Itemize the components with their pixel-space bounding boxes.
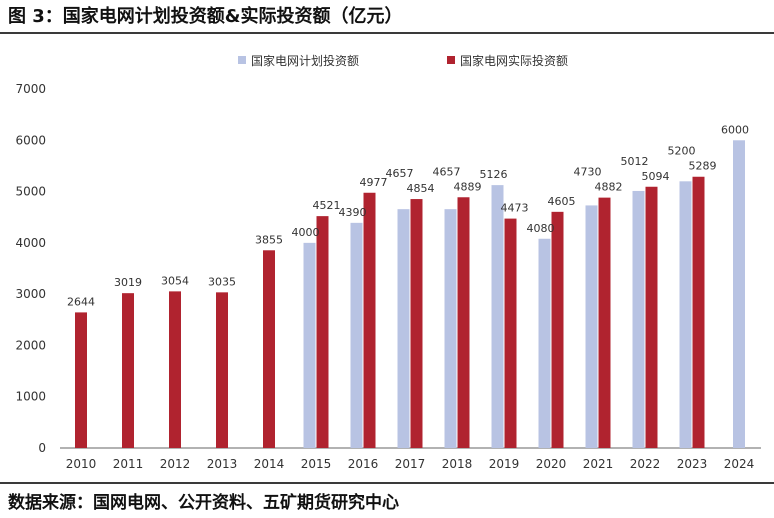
source-divider [0,482,774,484]
x-tick-label: 2024 [724,457,755,471]
bar-actual-2010 [75,312,87,448]
data-label-actual-2018: 4889 [454,180,482,193]
bar-planned-2023 [679,181,692,449]
bars-layer [75,140,745,449]
bar-actual-2015 [316,216,329,448]
x-tick-label: 2020 [536,457,567,471]
bar-planned-2024 [733,140,745,449]
y-tick-label: 4000 [15,236,46,250]
bar-actual-2020 [551,211,564,448]
x-tick-label: 2021 [583,457,614,471]
data-label-planned-2024: 6000 [721,123,749,136]
x-tick-label: 2011 [113,457,144,471]
data-label-actual-2021: 4882 [595,181,623,194]
bar-planned-2016 [350,222,363,448]
data-label-actual-2011: 3019 [114,276,142,289]
x-tick-label: 2015 [301,457,332,471]
data-label-planned-2018: 4657 [433,165,461,178]
legend: 国家电网计划投资额 国家电网实际投资额 [238,53,568,68]
y-tick-label: 2000 [15,338,46,352]
bar-actual-2014 [263,250,275,448]
legend-label-planned: 国家电网计划投资额 [251,53,359,68]
data-label-actual-2013: 3035 [208,275,236,288]
bar-planned-2021 [585,205,598,448]
data-label-planned-2021: 4730 [574,166,602,179]
bar-actual-2018 [457,197,470,448]
data-label-actual-2023: 5289 [689,160,717,173]
x-tick-label: 2017 [395,457,426,471]
y-tick-label: 6000 [15,133,46,147]
x-axis: 2010 2011 2012 2013 2014 2015 2016 2017 2018 2019… [60,447,761,471]
source-note: 数据来源：国网电网、公开资料、五矿期货研究中心 [8,493,399,513]
bar-actual-2012 [169,291,181,448]
bar-planned-2018 [444,209,457,448]
bar-planned-2019 [491,185,504,448]
data-label-actual-2020: 4605 [548,195,576,208]
data-label-planned-2022: 5012 [621,155,649,168]
data-label-planned-2015: 4000 [292,226,320,239]
data-label-actual-2019: 4473 [501,202,529,215]
x-tick-label: 2022 [630,457,661,471]
y-tick-label: 0 [38,441,46,455]
data-label-actual-2012: 3054 [161,274,189,287]
legend-swatch-planned [238,56,246,64]
data-label-actual-2014: 3855 [255,233,283,246]
bar-actual-2022 [645,186,658,449]
y-tick-label: 3000 [15,287,46,301]
data-label-planned-2017: 4657 [386,167,414,180]
title-divider [0,32,774,34]
y-tick-label: 7000 [15,82,46,96]
bar-actual-2023 [692,176,705,448]
data-label-actual-2010: 2644 [67,295,95,308]
data-label-actual-2015: 4521 [313,199,341,212]
y-tick-label: 1000 [15,390,46,404]
x-tick-label: 2014 [254,457,285,471]
data-label-planned-2020: 4080 [527,222,555,235]
bar-actual-2013 [216,292,228,448]
x-tick-label: 2023 [677,457,708,471]
legend-label-actual: 国家电网实际投资额 [460,53,568,68]
data-label-actual-2016: 4977 [360,176,388,189]
chart-title: 图 3：国家电网计划投资额&实际投资额（亿元） [8,6,403,27]
bar-actual-2021 [598,197,611,448]
x-tick-label: 2016 [348,457,379,471]
data-label-actual-2017: 4854 [407,182,435,195]
bar-actual-2016 [363,192,376,448]
y-tick-label: 5000 [15,185,46,199]
data-labels-layer: 2644 3019 3054 3035 3855 4521 4000 4977 4390 4854… [67,123,749,308]
bar-actual-2017 [410,199,423,448]
bar-planned-2017 [397,209,410,448]
data-label-planned-2019: 5126 [480,168,508,181]
bar-planned-2022 [632,190,645,448]
x-tick-label: 2012 [160,457,191,471]
x-tick-label: 2010 [66,457,97,471]
x-tick-label: 2013 [207,457,238,471]
data-label-actual-2022: 5094 [642,170,670,183]
bar-planned-2015 [303,242,316,448]
data-label-planned-2023: 5200 [668,145,696,158]
bar-actual-2011 [122,293,134,448]
bar-actual-2019 [504,218,517,448]
bar-planned-2020 [538,238,551,448]
x-tick-label: 2019 [489,457,520,471]
legend-swatch-actual [447,56,455,64]
y-axis: 0 1000 2000 3000 4000 5000 6000 7000 [15,82,46,455]
x-tick-label: 2018 [442,457,473,471]
data-label-planned-2016: 4390 [339,206,367,219]
